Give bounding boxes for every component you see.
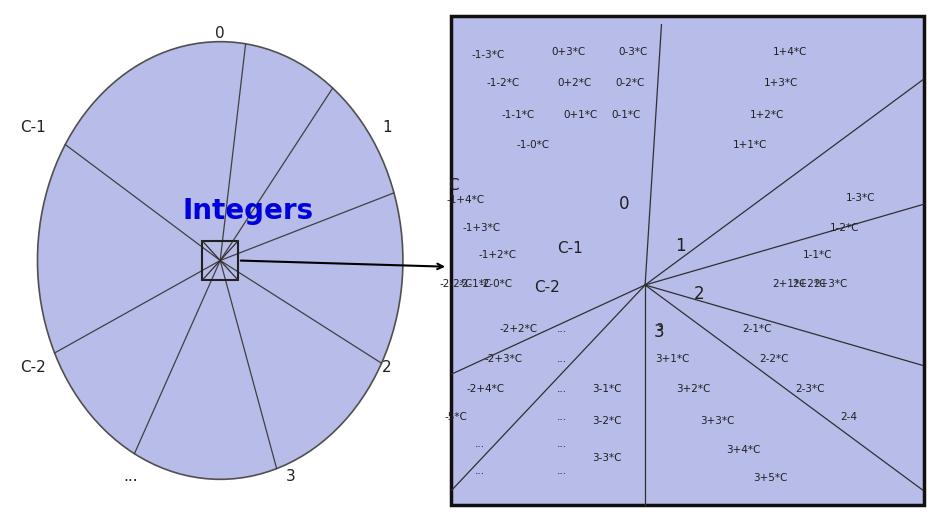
Text: 3+1*C: 3+1*C: [655, 354, 689, 364]
Text: -1-0*C: -1-0*C: [516, 140, 549, 150]
Text: 0+1*C: 0+1*C: [563, 109, 596, 120]
Text: 1-2*C: 1-2*C: [828, 222, 858, 233]
Text: 0-3*C: 0-3*C: [618, 47, 648, 57]
Text: 2+3*C: 2+3*C: [812, 279, 846, 290]
Bar: [202, 241, 238, 280]
Text: 1+3*C: 1+3*C: [763, 78, 797, 89]
Text: Integers: Integers: [183, 197, 314, 225]
Text: 3+3*C: 3+3*C: [700, 416, 734, 426]
Text: 3: 3: [285, 469, 295, 484]
Text: -2+3*C: -2+3*C: [484, 354, 521, 364]
Text: C-2: C-2: [21, 360, 46, 375]
Text: 3-2*C: 3-2*C: [592, 416, 622, 426]
Text: 0+3*C: 0+3*C: [551, 47, 585, 57]
Text: ...: ...: [475, 439, 484, 449]
Text: 1: 1: [675, 237, 685, 255]
Text: C-2: C-2: [534, 280, 559, 295]
Text: C-1: C-1: [21, 120, 46, 135]
Text: ...: ...: [124, 469, 139, 484]
Text: -2-0*C: -2-0*C: [478, 279, 512, 290]
Text: -1+2*C: -1+2*C: [478, 250, 516, 260]
Text: 0+2*C: 0+2*C: [557, 78, 591, 89]
Text: 3-3*C: 3-3*C: [592, 453, 622, 464]
Text: 3-1*C: 3-1*C: [592, 384, 622, 394]
Text: 2-4: 2-4: [840, 412, 856, 422]
Text: 2: 2: [382, 360, 391, 375]
Text: 2+1*C: 2+1*C: [771, 279, 805, 290]
Text: 0-2*C: 0-2*C: [614, 78, 644, 89]
Text: 2-1*C: 2-1*C: [741, 324, 771, 334]
Text: 2-3*C: 2-3*C: [794, 384, 824, 394]
Text: ...: ...: [557, 412, 566, 422]
Text: 2: 2: [694, 286, 704, 303]
Text: -1+3*C: -1+3*C: [462, 222, 500, 233]
Text: 3+4*C: 3+4*C: [725, 444, 759, 455]
Text: -2+4*C: -2+4*C: [466, 384, 504, 394]
Text: -5*C: -5*C: [445, 412, 467, 422]
Ellipse shape: [37, 42, 402, 479]
Text: ...: ...: [557, 466, 566, 476]
Text: 0: 0: [619, 195, 629, 213]
Text: 0-1*C: 0-1*C: [610, 109, 640, 120]
Text: ...: ...: [557, 324, 566, 334]
Text: -2-1*C: -2-1*C: [458, 279, 491, 290]
Text: -2+2*C: -2+2*C: [499, 324, 536, 334]
Text: 1+2*C: 1+2*C: [750, 109, 783, 120]
Text: ...: ...: [557, 384, 566, 394]
Text: 3: 3: [653, 323, 664, 341]
Text: -1-2*C: -1-2*C: [486, 78, 519, 89]
Text: 0: 0: [215, 27, 225, 41]
Text: C: C: [447, 179, 458, 193]
Text: 1+4*C: 1+4*C: [772, 47, 806, 57]
Text: ...: ...: [557, 354, 566, 364]
Text: 1-3*C: 1-3*C: [844, 193, 874, 203]
Text: 2+2*C: 2+2*C: [792, 279, 826, 290]
Text: C-1: C-1: [557, 241, 582, 256]
Text: 3+5*C: 3+5*C: [753, 473, 786, 483]
Text: -1-1*C: -1-1*C: [501, 109, 534, 120]
Text: 2-2*C: 2-2*C: [758, 354, 788, 364]
Text: 1: 1: [382, 120, 391, 135]
Text: -1-3*C: -1-3*C: [471, 49, 505, 60]
Text: -2-2*C: -2-2*C: [439, 279, 473, 290]
Text: 1-1*C: 1-1*C: [802, 250, 832, 260]
Text: 3+2*C: 3+2*C: [676, 384, 709, 394]
Text: 1+1*C: 1+1*C: [732, 140, 766, 150]
Text: -1+4*C: -1+4*C: [446, 195, 484, 205]
Bar: [450, 16, 923, 505]
Text: 3: 3: [655, 323, 663, 333]
Text: ...: ...: [557, 439, 566, 449]
Text: ...: ...: [475, 466, 484, 476]
